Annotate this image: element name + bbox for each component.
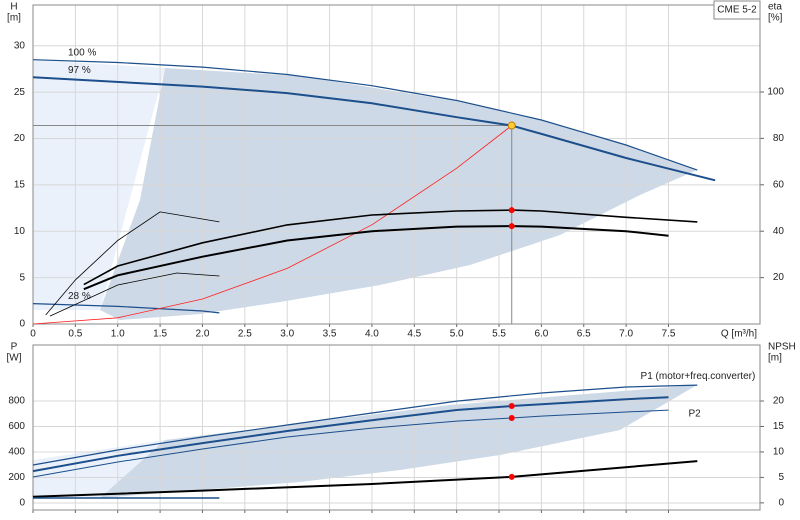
plot-frame bbox=[32, 4, 761, 325]
curve bbox=[32, 125, 512, 325]
y2-axis-unit: [%] bbox=[768, 13, 783, 24]
operating-point bbox=[508, 223, 515, 230]
y-tick-label: 200 bbox=[8, 472, 25, 483]
y2-tick-label: 80 bbox=[773, 133, 785, 144]
curve-label: 28 % bbox=[68, 291, 91, 302]
x-tick-label: 0 bbox=[30, 329, 36, 340]
y-tick-label: 0 bbox=[19, 319, 25, 330]
operating-region bbox=[100, 68, 697, 320]
y-tick-label: 30 bbox=[14, 40, 26, 51]
curve bbox=[49, 272, 220, 317]
x-tick-label: 5.0 bbox=[450, 329, 464, 340]
x-axis-label: Q [m³/h] bbox=[721, 329, 757, 340]
y-axis-label: H bbox=[10, 2, 17, 13]
y-axis-unit: [W] bbox=[7, 353, 22, 364]
y2-tick-label: 100 bbox=[767, 87, 784, 98]
y2-tick-label: 20 bbox=[773, 396, 785, 407]
y2-tick-label: 20 bbox=[773, 272, 785, 283]
curve bbox=[83, 209, 698, 286]
y2-axis-label: NPSH bbox=[768, 342, 796, 353]
operating-point bbox=[508, 473, 515, 480]
x-tick-label: 5.5 bbox=[492, 329, 506, 340]
x-tick-label: 3.5 bbox=[323, 329, 337, 340]
curve-label: 97 % bbox=[68, 65, 91, 76]
y2-tick-label: 5 bbox=[778, 472, 784, 483]
operating-region bbox=[100, 385, 697, 498]
curve-label: P1 (motor+freq.converter) bbox=[641, 371, 756, 382]
y-tick-label: 0 bbox=[19, 498, 25, 509]
operating-point bbox=[508, 403, 515, 410]
curve bbox=[32, 396, 669, 473]
curve bbox=[32, 409, 669, 478]
x-tick-label: 2.5 bbox=[238, 329, 252, 340]
y2-tick-label: 60 bbox=[773, 179, 785, 190]
y-tick-label: 5 bbox=[19, 272, 25, 283]
y-axis-label: P bbox=[11, 342, 18, 353]
y-tick-label: 600 bbox=[8, 421, 25, 432]
x-tick-label: 4.5 bbox=[407, 329, 421, 340]
x-tick-label: 4.0 bbox=[365, 329, 379, 340]
curve bbox=[32, 59, 698, 171]
y2-tick-label: 0 bbox=[778, 498, 784, 509]
annotation: CME 5-2 bbox=[717, 5, 757, 16]
y2-axis-unit: [m] bbox=[768, 353, 782, 364]
x-tick-label: 3.0 bbox=[280, 329, 294, 340]
y-tick-label: 400 bbox=[8, 447, 25, 458]
curve bbox=[83, 225, 669, 291]
x-tick-label: 7.0 bbox=[619, 329, 633, 340]
y2-axis-label: eta bbox=[768, 2, 782, 13]
y-tick-label: 25 bbox=[14, 87, 26, 98]
x-tick-label: 7.5 bbox=[662, 329, 676, 340]
y-tick-label: 10 bbox=[14, 226, 26, 237]
y-tick-label: 20 bbox=[14, 133, 26, 144]
curve bbox=[32, 460, 698, 498]
operating-point bbox=[508, 207, 515, 214]
operating-point bbox=[507, 121, 516, 130]
curve-label: P2 bbox=[688, 409, 701, 420]
x-tick-label: 1.5 bbox=[153, 329, 167, 340]
y2-tick-label: 10 bbox=[773, 447, 785, 458]
curve bbox=[45, 211, 220, 316]
y-tick-label: 800 bbox=[8, 396, 25, 407]
operating-point bbox=[508, 415, 515, 422]
curve bbox=[32, 76, 716, 182]
y2-tick-label: 40 bbox=[773, 226, 785, 237]
y-tick-label: 15 bbox=[14, 180, 26, 191]
x-tick-label: 0.5 bbox=[68, 329, 82, 340]
annotation-box bbox=[713, 0, 761, 20]
x-tick-label: 6.0 bbox=[534, 329, 548, 340]
x-tick-label: 2.0 bbox=[196, 329, 210, 340]
x-tick-label: 6.5 bbox=[577, 329, 591, 340]
y2-tick-label: 15 bbox=[773, 421, 785, 432]
y-axis-unit: [m] bbox=[7, 13, 21, 24]
chart-layer: 0 0.5 1.0 1.5 2.0 2.5 3.0 3.5 4.0 4.5 5.0 5.5 6.0 6.5… bbox=[7, 0, 796, 513]
curve bbox=[32, 384, 698, 466]
curve-label: 100 % bbox=[68, 47, 96, 58]
x-tick-label: 1.0 bbox=[111, 329, 125, 340]
plot-frame bbox=[32, 344, 761, 511]
